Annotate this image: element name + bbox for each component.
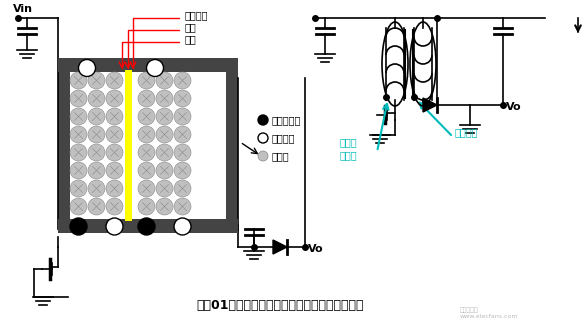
Circle shape <box>174 126 191 143</box>
Circle shape <box>138 144 155 161</box>
Circle shape <box>138 162 155 179</box>
Text: 绕制01次側和二次側绕组时骨架的旋转方向相同: 绕制01次側和二次側绕组时骨架的旋转方向相同 <box>196 299 364 312</box>
Circle shape <box>88 198 105 215</box>
Text: 变压器
起始端: 变压器 起始端 <box>340 137 357 161</box>
Circle shape <box>78 59 96 76</box>
Polygon shape <box>423 98 437 112</box>
Circle shape <box>156 144 173 161</box>
Circle shape <box>174 198 191 215</box>
Circle shape <box>138 72 155 89</box>
Circle shape <box>174 180 191 197</box>
Circle shape <box>88 90 105 107</box>
Circle shape <box>70 126 87 143</box>
Circle shape <box>106 126 123 143</box>
Polygon shape <box>273 240 287 254</box>
Circle shape <box>147 59 164 76</box>
Circle shape <box>138 218 155 235</box>
Circle shape <box>156 162 173 179</box>
Circle shape <box>106 144 123 161</box>
Circle shape <box>156 126 173 143</box>
Circle shape <box>88 126 105 143</box>
Circle shape <box>106 180 123 197</box>
Circle shape <box>156 198 173 215</box>
Text: Vo: Vo <box>506 102 522 112</box>
Circle shape <box>174 108 191 125</box>
Bar <box>125 70 132 221</box>
Text: 骨架: 骨架 <box>185 34 197 44</box>
Circle shape <box>138 108 155 125</box>
Circle shape <box>156 180 173 197</box>
Circle shape <box>174 144 191 161</box>
Text: 绕组末端: 绕组末端 <box>272 133 296 143</box>
Bar <box>58 219 238 233</box>
Circle shape <box>138 90 155 107</box>
Circle shape <box>258 133 268 143</box>
Circle shape <box>70 198 87 215</box>
Circle shape <box>70 162 87 179</box>
Circle shape <box>138 198 155 215</box>
Circle shape <box>88 180 105 197</box>
Text: 绕组起始端: 绕组起始端 <box>272 115 301 125</box>
Text: Vin: Vin <box>13 4 33 14</box>
Bar <box>58 58 238 72</box>
Text: 挡墙: 挡墙 <box>185 22 197 32</box>
Bar <box>70 70 226 221</box>
Circle shape <box>70 144 87 161</box>
Circle shape <box>138 180 155 197</box>
Circle shape <box>174 72 191 89</box>
Circle shape <box>106 90 123 107</box>
Circle shape <box>106 108 123 125</box>
Circle shape <box>70 218 87 235</box>
Bar <box>58 58 238 233</box>
Circle shape <box>106 218 123 235</box>
Circle shape <box>70 180 87 197</box>
Circle shape <box>174 162 191 179</box>
Circle shape <box>88 108 105 125</box>
Circle shape <box>106 198 123 215</box>
Circle shape <box>106 162 123 179</box>
Circle shape <box>138 126 155 143</box>
Circle shape <box>156 90 173 107</box>
Circle shape <box>258 115 268 125</box>
Circle shape <box>70 90 87 107</box>
Circle shape <box>174 218 191 235</box>
Text: 静默端: 静默端 <box>272 151 290 161</box>
Circle shape <box>258 151 268 161</box>
Text: Vo: Vo <box>308 244 324 254</box>
Text: 电子发烧友
www.elecfans.com: 电子发烧友 www.elecfans.com <box>460 307 519 319</box>
Circle shape <box>88 72 105 89</box>
Text: 绶缘胶带: 绶缘胶带 <box>185 10 208 20</box>
Circle shape <box>70 108 87 125</box>
Circle shape <box>106 72 123 89</box>
Circle shape <box>156 108 173 125</box>
Text: 绕线顺序: 绕线顺序 <box>455 127 478 137</box>
Circle shape <box>70 72 87 89</box>
Circle shape <box>88 162 105 179</box>
Circle shape <box>88 144 105 161</box>
Circle shape <box>174 90 191 107</box>
Circle shape <box>156 72 173 89</box>
